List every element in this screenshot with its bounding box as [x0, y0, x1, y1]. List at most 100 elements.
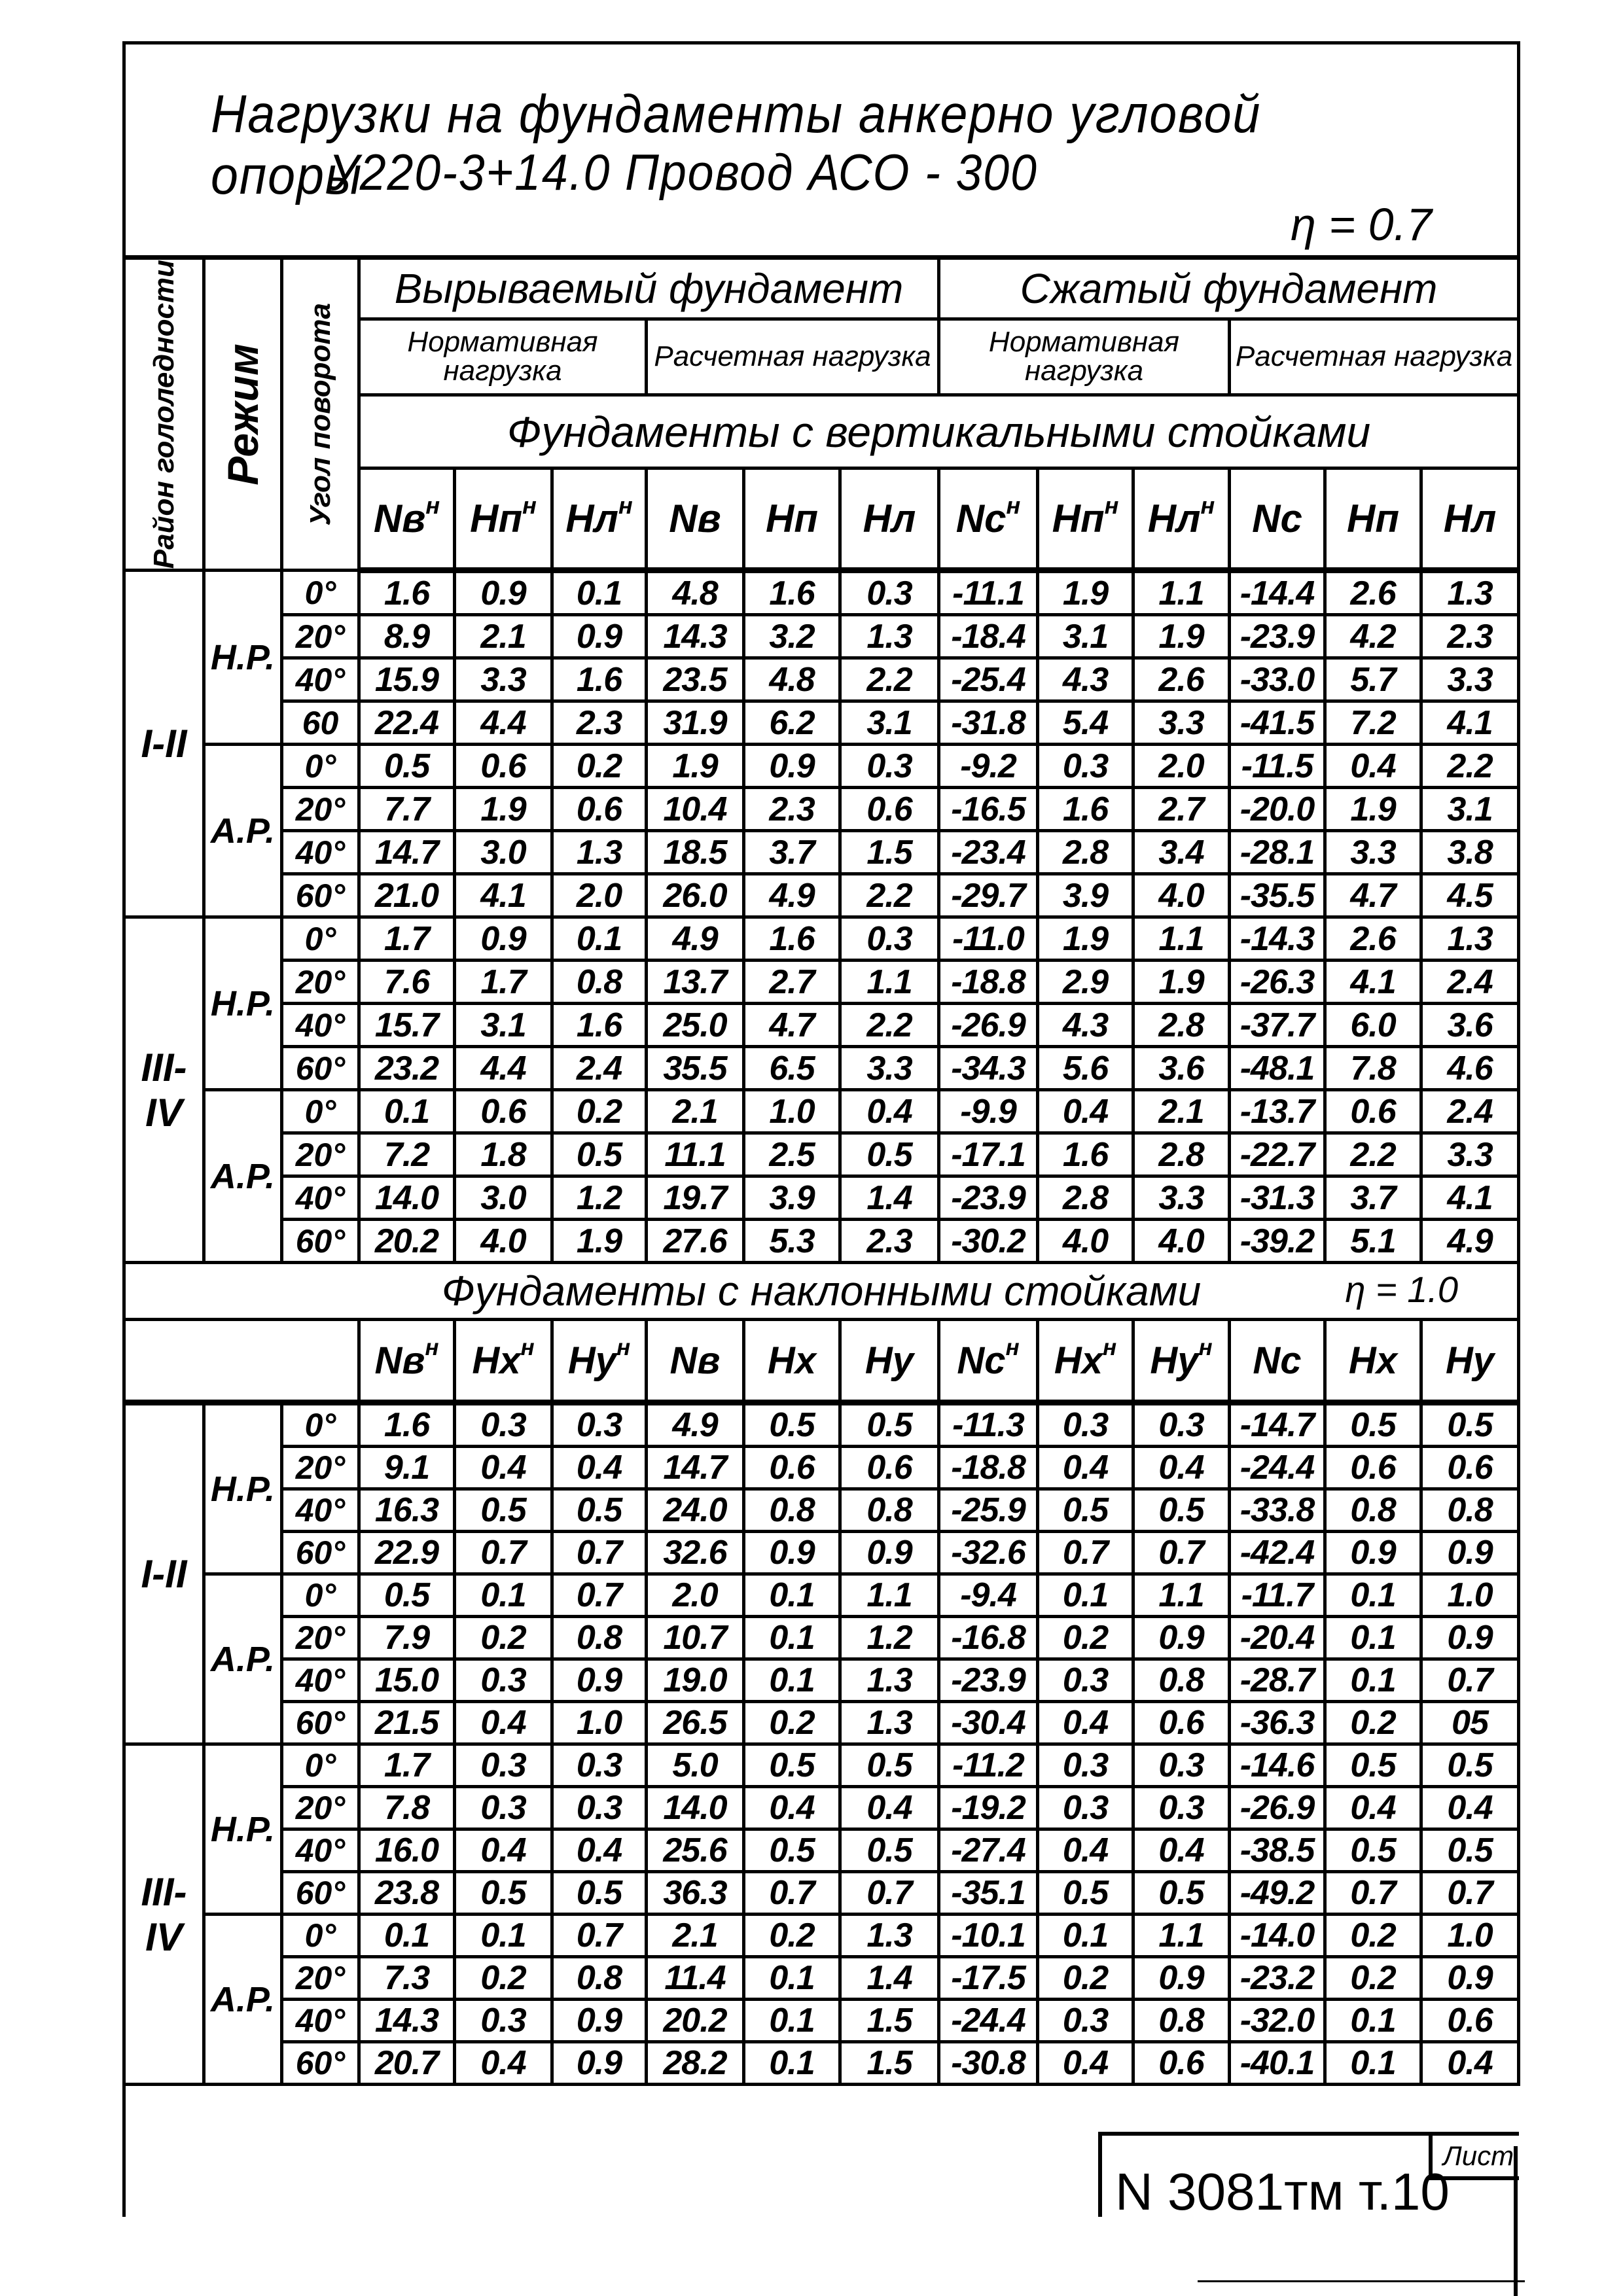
- table-row: 60° 21.5 0.4 1.0 26.5 0.2 1.3 -30.4 0.4 0.6 -36.3 0…: [124, 1700, 1521, 1746]
- table-row: 40° 16.3 0.5 0.5 24.0 0.8 0.8 -25.9 0.5 0.5 -33.8 0…: [124, 1487, 1521, 1534]
- value-cell: 2.8: [1036, 1174, 1135, 1222]
- value-cell: 0.4: [1419, 2040, 1521, 2087]
- angle-cell: 20°: [280, 786, 361, 833]
- value-cell: 0.8: [550, 1955, 648, 2002]
- value-cell: 1.6: [742, 569, 842, 617]
- value-cell: 1.9: [1036, 915, 1135, 963]
- value-cell: 8.9: [357, 613, 456, 660]
- table-row: 20° 8.9 2.1 0.9 14.3 3.2 1.3 -18.4 3.1 1.9 -23.9 4.…: [124, 613, 1521, 660]
- value-cell: 0.7: [1132, 1530, 1231, 1576]
- column-symbol: Hy: [1419, 1318, 1521, 1406]
- value-cell: -23.2: [1228, 1955, 1327, 2002]
- value-cell: 2.6: [1132, 656, 1231, 703]
- column-symbol: Hyн: [1132, 1318, 1231, 1406]
- header-uplift-design: Расчетная нагрузка: [645, 317, 940, 397]
- section2-title-cell: Фундаменты с наклонными стойками η = 1.0: [122, 1261, 1521, 1322]
- column-symbol: Hxн: [453, 1318, 554, 1406]
- value-cell: 0.3: [453, 1657, 554, 1704]
- value-cell: 0.6: [550, 786, 648, 833]
- value-cell: 4.9: [742, 872, 842, 919]
- angle-cell: 40°: [280, 1487, 361, 1534]
- value-cell: 0.7: [838, 1870, 940, 1916]
- value-cell: 0.8: [838, 1487, 940, 1534]
- value-cell: 0.3: [1036, 1742, 1135, 1789]
- value-cell: -25.9: [937, 1487, 1039, 1534]
- column-symbol: Ncн: [937, 467, 1039, 574]
- header-compressed-design: Расчетная нагрузка: [1227, 317, 1521, 397]
- value-cell: -33.0: [1228, 656, 1327, 703]
- value-cell: 0.6: [1419, 1445, 1521, 1491]
- table-row: III-IV Н.Р. 0° 1.7 0.3 0.3 5.0 0.5 0.5 -11.2 0.3 0.…: [122, 1742, 1521, 2087]
- value-cell: 0.7: [550, 1530, 648, 1576]
- ice-region-cell: I-II: [122, 569, 205, 919]
- value-cell: 2.7: [742, 959, 842, 1006]
- value-cell: 0.3: [550, 1401, 648, 1449]
- value-cell: -11.2: [937, 1742, 1039, 1789]
- value-cell: 32.6: [645, 1530, 745, 1576]
- value-cell: 0.4: [1323, 743, 1423, 790]
- header-mode: Режим: [202, 255, 283, 573]
- value-cell: 27.6: [645, 1218, 745, 1265]
- value-cell: -39.2: [1228, 1218, 1327, 1265]
- value-cell: 0.5: [550, 1870, 648, 1916]
- value-cell: 0.4: [1132, 1828, 1231, 1874]
- value-cell: 1.4: [838, 1955, 940, 2002]
- header-ice-region-label: Район гололедности: [147, 260, 180, 569]
- symbol-base: Hп: [766, 497, 818, 541]
- value-cell: 19.0: [645, 1657, 745, 1704]
- angle-cell: 0°: [280, 1572, 361, 1619]
- value-cell: 0.1: [742, 1572, 842, 1619]
- symbol-base: Nв: [373, 497, 426, 541]
- value-cell: 0.5: [838, 1742, 940, 1789]
- angle-cell: 40°: [280, 1174, 361, 1222]
- mode-cell: А.Р.: [202, 1913, 283, 2087]
- value-cell: 0.8: [1132, 1657, 1231, 1704]
- value-cell: 1.1: [1132, 569, 1231, 617]
- angle-cell: 0°: [280, 1401, 361, 1449]
- value-cell: 0.8: [1132, 1998, 1231, 2044]
- value-cell: 0.1: [550, 915, 648, 963]
- value-cell: 4.4: [453, 1045, 554, 1092]
- value-cell: -22.7: [1228, 1131, 1327, 1178]
- value-cell: 3.1: [838, 699, 940, 747]
- value-cell: 1.6: [1036, 1131, 1135, 1178]
- column-symbol: Hлн: [550, 467, 648, 574]
- symbol-superscript: н: [522, 492, 537, 520]
- title-block: Нагрузки на фундаменты анкерно угловой о…: [122, 41, 1521, 260]
- value-cell: 4.6: [1419, 1045, 1521, 1092]
- value-cell: 0.4: [1419, 1785, 1521, 1831]
- value-cell: 7.8: [357, 1785, 456, 1831]
- value-cell: 4.9: [1419, 1218, 1521, 1265]
- value-cell: 4.7: [742, 1002, 842, 1049]
- value-cell: 0.5: [838, 1828, 940, 1874]
- value-cell: 2.2: [838, 1002, 940, 1049]
- value-cell: 0.1: [742, 1657, 842, 1704]
- value-cell: 2.2: [838, 872, 940, 919]
- value-cell: 0.3: [1036, 1785, 1135, 1831]
- column-symbol: Hпн: [453, 467, 554, 574]
- value-cell: 3.0: [453, 1174, 554, 1222]
- table-row: 60° 20.7 0.4 0.9 28.2 0.1 1.5 -30.8 0.4 0.6 -40.1 0…: [124, 2040, 1521, 2087]
- value-cell: 25.0: [645, 1002, 745, 1049]
- value-cell: 1.2: [838, 1615, 940, 1661]
- value-cell: 0.5: [838, 1131, 940, 1178]
- angle-cell: 40°: [280, 829, 361, 876]
- value-cell: 0.7: [1419, 1657, 1521, 1704]
- symbol-superscript: н: [618, 492, 633, 520]
- angle-cell: 60°: [280, 872, 361, 919]
- value-cell: 0.1: [357, 1088, 456, 1135]
- mode-cell: Н.Р.: [202, 1401, 283, 1576]
- value-cell: 0.5: [1132, 1487, 1231, 1534]
- value-cell: 0.4: [453, 1828, 554, 1874]
- section2-eta: η = 1.0: [1345, 1269, 1459, 1311]
- mode-cell: А.Р.: [202, 743, 283, 919]
- value-cell: 0.7: [550, 1913, 648, 1959]
- header-compressed-foundation: Сжатый фундамент: [936, 256, 1521, 321]
- value-cell: 14.3: [645, 613, 745, 660]
- value-cell: 5.4: [1036, 699, 1135, 747]
- value-cell: 0.3: [1036, 1998, 1135, 2044]
- table-row: 20° 7.8 0.3 0.3 14.0 0.4 0.4 -19.2 0.3 0.3 -26.9 0.…: [124, 1785, 1521, 1831]
- column-symbol: Nв: [645, 1318, 745, 1406]
- value-cell: 1.0: [1419, 1913, 1521, 1959]
- value-cell: 0.1: [1323, 1998, 1423, 2044]
